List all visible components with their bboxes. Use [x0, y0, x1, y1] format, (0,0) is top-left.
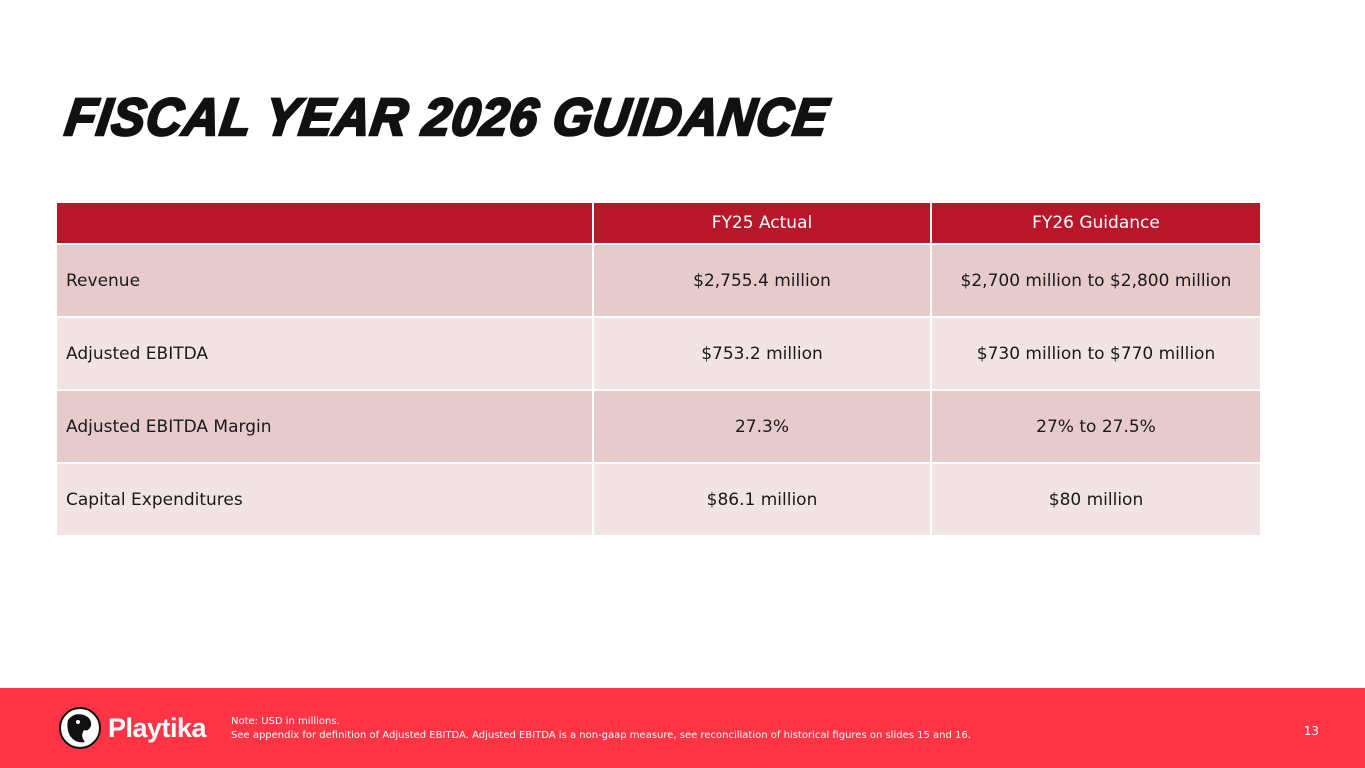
- header-fy25: FY25 Actual: [592, 201, 932, 245]
- footnote: Note: USD in millions. See appendix for …: [231, 715, 971, 743]
- note-line-1: Note: USD in millions.: [231, 716, 340, 727]
- page-number: 13: [1303, 724, 1319, 738]
- row-label: Revenue: [55, 243, 594, 318]
- fy26-value: 27% to 27.5%: [930, 389, 1262, 464]
- cheetah-icon: [59, 707, 101, 749]
- fy26-value: $80 million: [930, 462, 1262, 537]
- table-row: Adjusted EBITDA Margin 27.3% 27% to 27.5…: [55, 389, 1262, 464]
- note-line-2: See appendix for definition of Adjusted …: [231, 730, 971, 741]
- table-header: FY25 Actual FY26 Guidance: [55, 201, 1262, 245]
- brand-name: Playtika: [108, 712, 207, 743]
- fy25-value: $753.2 million: [592, 316, 932, 391]
- table-row: Capital Expenditures $86.1 million $80 m…: [55, 462, 1262, 537]
- guidance-table: FY25 Actual FY26 Guidance Revenue $2,755…: [55, 201, 1262, 537]
- footer-bar: Playtika Note: USD in millions. See appe…: [0, 688, 1365, 768]
- row-label: Adjusted EBITDA Margin: [55, 389, 594, 464]
- table-row: Revenue $2,755.4 million $2,700 million …: [55, 243, 1262, 318]
- page-title: FISCAL YEAR 2026 GUIDANCE: [61, 86, 834, 147]
- fy26-value: $2,700 million to $2,800 million: [930, 243, 1262, 318]
- header-fy26: FY26 Guidance: [930, 201, 1262, 245]
- fy25-value: 27.3%: [592, 389, 932, 464]
- fy25-value: $86.1 million: [592, 462, 932, 537]
- header-empty: [55, 201, 594, 245]
- fy25-value: $2,755.4 million: [592, 243, 932, 318]
- row-label: Adjusted EBITDA: [55, 316, 594, 391]
- fy26-value: $730 million to $770 million: [930, 316, 1262, 391]
- row-label: Capital Expenditures: [55, 462, 594, 537]
- playtika-logo: Playtika: [58, 706, 207, 750]
- table-row: Adjusted EBITDA $753.2 million $730 mill…: [55, 316, 1262, 391]
